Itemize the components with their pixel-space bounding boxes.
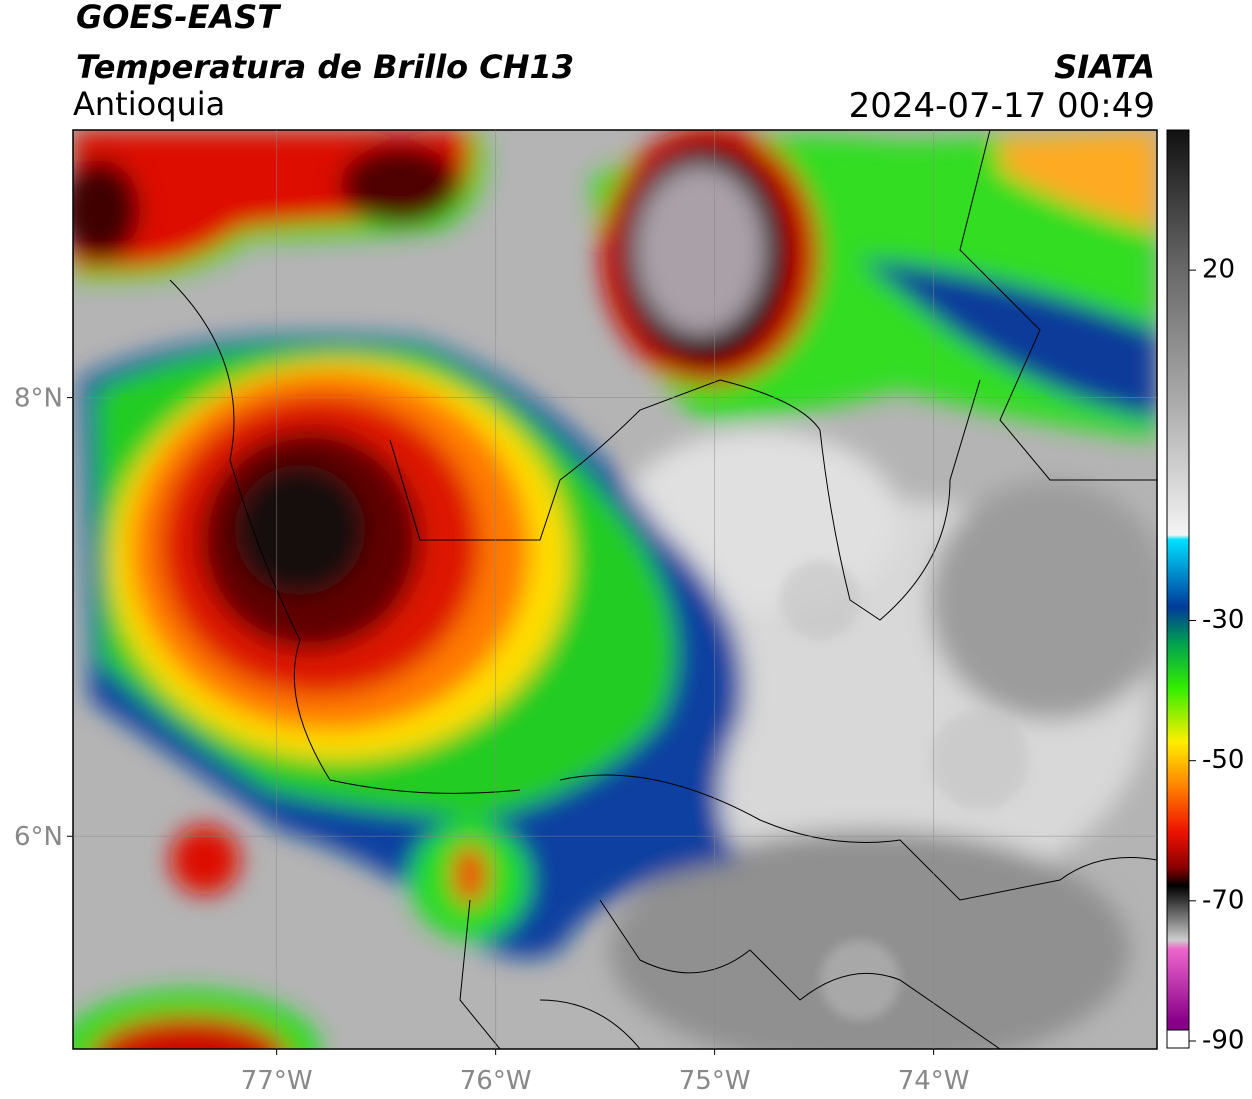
colorbar-tick-label: -30 — [1202, 605, 1244, 635]
borders — [169, 130, 1157, 1049]
x-tick-label: 77°W — [241, 1066, 313, 1096]
colorbar-tick-label: -50 — [1202, 745, 1244, 775]
subtitle: Temperatura de Brillo CH13 — [76, 48, 574, 86]
colorbar-tick-label: 20 — [1202, 255, 1235, 285]
colorbar-tick-label: -70 — [1202, 885, 1244, 915]
colorbar-tick-label: -90 — [1202, 1025, 1244, 1055]
x-tick-label: 76°W — [460, 1066, 532, 1096]
satellite-image — [73, 130, 1157, 1049]
colorbar-gradient — [1167, 130, 1189, 1030]
source: SIATA — [1054, 48, 1155, 86]
timestamp: 2024-07-17 00:49 — [849, 86, 1155, 126]
map-frame — [72, 129, 1158, 1050]
header: GOES-EAST Temperatura de Brillo CH13 Ant… — [73, 0, 1155, 126]
y-tick-label: 6°N — [14, 822, 63, 852]
colorbar-frame — [1166, 129, 1190, 1049]
colorbar-under — [1166, 1029, 1190, 1049]
map-axes: 77°W 76°W 75°W 74°W 8°N 6°N 20 -30 -50 -70 -90 — [14, 130, 1244, 1096]
x-tick-label: 75°W — [679, 1066, 751, 1096]
colorbar — [1166, 129, 1190, 1049]
x-tick-label: 74°W — [898, 1066, 970, 1096]
y-tick-label: 8°N — [14, 384, 63, 414]
title: GOES-EAST — [76, 0, 281, 36]
region: Antioquia — [73, 85, 225, 123]
